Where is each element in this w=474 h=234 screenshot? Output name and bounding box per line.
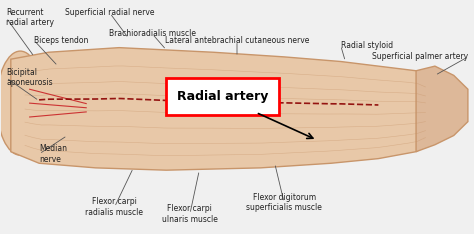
Text: Brachioradialis muscle: Brachioradialis muscle [109,29,196,38]
Text: Recurrent
radial artery: Recurrent radial artery [6,8,54,27]
Text: Radial styloid: Radial styloid [341,41,393,50]
Text: Bicipital
aponeurosis: Bicipital aponeurosis [6,68,53,87]
Text: Superficial radial nerve: Superficial radial nerve [65,8,155,18]
FancyBboxPatch shape [166,78,279,115]
Text: Flexor carpi
ulnaris muscle: Flexor carpi ulnaris muscle [162,205,218,224]
Text: Flexor carpi
radialis muscle: Flexor carpi radialis muscle [85,197,144,217]
Ellipse shape [0,51,44,155]
Polygon shape [11,48,463,170]
Polygon shape [416,66,468,152]
Text: Median
nerve: Median nerve [39,144,67,164]
Text: Radial artery: Radial artery [177,90,269,103]
Text: Flexor digitorum
superficialis muscle: Flexor digitorum superficialis muscle [246,193,322,212]
Text: Superficial palmer artery: Superficial palmer artery [372,52,468,61]
Text: Biceps tendon: Biceps tendon [35,36,89,45]
Text: Lateral antebrachial cutaneous nerve: Lateral antebrachial cutaneous nerve [165,36,309,45]
